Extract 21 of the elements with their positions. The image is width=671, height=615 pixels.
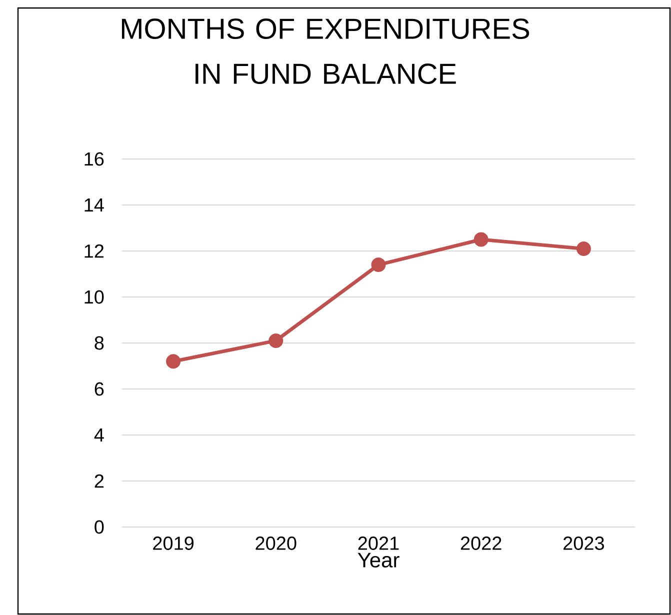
y-tick-label: 4	[94, 428, 104, 442]
y-tick-label: 16	[84, 152, 104, 166]
point	[166, 354, 181, 369]
y-tick-label: 8	[94, 336, 104, 350]
y-tick-label: 12	[84, 244, 104, 258]
x-tick-label: 2020	[256, 536, 296, 550]
y-tick-label: 6	[94, 382, 104, 396]
point	[268, 333, 284, 348]
point	[576, 241, 591, 256]
x-tick-label: 2023	[564, 536, 604, 550]
y-tick-label: 14	[84, 198, 104, 212]
y-tick-label: 10	[84, 290, 104, 304]
chart-title: MONTHS OF EXPENDITURES IN FUND BALANCE	[122, 18, 530, 84]
y-tick-label: 0	[94, 520, 104, 534]
point	[474, 232, 488, 247]
x-tick-label: 2022	[460, 536, 502, 550]
x-tick-label: 2019	[153, 536, 194, 550]
x-axis-title: Year	[358, 552, 400, 568]
point	[371, 258, 386, 272]
x-tick-label: 2021	[358, 536, 399, 550]
y-tick-label: 2	[94, 474, 104, 488]
